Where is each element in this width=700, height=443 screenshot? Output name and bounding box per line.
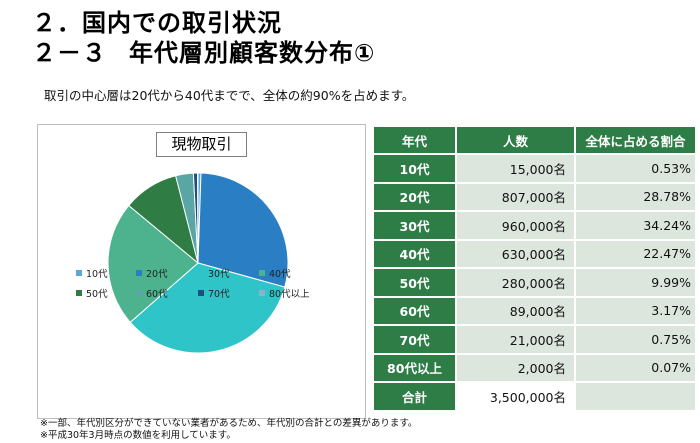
percentage-cell: 28.78% (576, 183, 695, 210)
age-cell: 10代 (374, 155, 455, 182)
percentage-cell: 0.07% (576, 354, 695, 381)
pie-chart-panel: 現物取引 10代 20代 30代 40代 50代 60代 70代 80代以上 (37, 124, 366, 419)
count-cell: 89,000名 (457, 297, 574, 324)
legend-item: 30代 (198, 266, 230, 280)
percentage-cell: 34.24% (576, 212, 695, 239)
age-cell: 60代 (374, 297, 455, 324)
pie-slice-4 (107, 204, 199, 324)
count-cell: 807,000名 (457, 183, 574, 210)
legend-item: 10代 (76, 266, 108, 280)
footnotes: ※一部、年代別区分ができていない業者があるため、年代別の合計との差異があります。… (40, 418, 417, 441)
legend-swatch (259, 290, 265, 296)
age-distribution-table: 年代 人数 全体に占める割合 10代 15,000名 0.53% 20代 807,000… (372, 125, 697, 412)
legend-item: 50代 (76, 286, 108, 300)
table-row: 50代 280,000名 9.99% (374, 269, 695, 296)
section-title: ２－３ 年代層別顧客数分布① (32, 33, 375, 68)
count-cell: 2,000名 (457, 354, 574, 381)
header-count: 人数 (457, 127, 574, 153)
page-title: ２．国内での取引状況 (32, 9, 282, 37)
legend-label: 70代 (208, 289, 230, 300)
pie-chart (107, 172, 289, 354)
legend-label: 50代 (86, 289, 108, 300)
table-row: 40代 630,000名 22.47% (374, 240, 695, 267)
percentage-cell: 3.17% (576, 297, 695, 324)
total-row: 合計 3,500,000名 (374, 383, 695, 410)
percentage-cell: 9.99% (576, 269, 695, 296)
header-percentage: 全体に占める割合 (576, 127, 695, 153)
summary-text: 取引の中心層は20代から40代までで、全体の約90%を占めます。 (44, 88, 415, 103)
footnote: ※一部、年代別区分ができていない業者があるため、年代別の合計との差異があります。 (40, 418, 418, 429)
section-title-text: 年代層別顧客数分布① (129, 39, 376, 67)
total-label: 合計 (374, 383, 455, 410)
count-cell: 21,000名 (457, 326, 574, 353)
table-header-row: 年代 人数 全体に占める割合 (374, 127, 695, 153)
legend-label: 30代 (208, 269, 230, 280)
count-cell: 630,000名 (457, 240, 574, 267)
percentage-cell: 22.47% (576, 240, 695, 267)
chart-title: 現物取引 (156, 132, 247, 157)
table-row: 80代以上 2,000名 0.07% (374, 354, 695, 381)
age-cell: 80代以上 (374, 354, 455, 381)
age-cell: 30代 (374, 212, 455, 239)
pie-slice-2 (197, 172, 289, 288)
age-cell: 40代 (374, 240, 455, 267)
table-row: 60代 89,000名 3.17% (374, 297, 695, 324)
count-cell: 280,000名 (457, 269, 574, 296)
legend-label: 80代以上 (269, 289, 310, 300)
total-percentage (576, 383, 695, 410)
legend-label: 10代 (86, 269, 108, 280)
legend-item: 40代 (259, 266, 291, 280)
table-row: 30代 960,000名 34.24% (374, 212, 695, 239)
footnote: ※平成30年3月時点の数値を利用しています。 (40, 429, 236, 441)
section-number: ２－３ (32, 39, 107, 67)
legend-swatch (76, 290, 82, 296)
legend-swatch (136, 290, 142, 296)
legend-swatch (198, 290, 204, 296)
table-row: 20代 807,000名 28.78% (374, 183, 695, 210)
pie-slice-3 (129, 262, 286, 354)
percentage-cell: 0.75% (576, 326, 695, 353)
legend-swatch (76, 270, 82, 276)
header-age: 年代 (374, 127, 455, 153)
age-cell: 20代 (374, 183, 455, 210)
age-cell: 70代 (374, 326, 455, 353)
legend-item: 60代 (136, 286, 168, 300)
legend-swatch (198, 270, 204, 276)
legend-swatch (136, 270, 142, 276)
total-count: 3,500,000名 (457, 383, 574, 410)
age-cell: 50代 (374, 269, 455, 296)
legend-item: 20代 (136, 266, 168, 280)
count-cell: 15,000名 (457, 155, 574, 182)
table-row: 10代 15,000名 0.53% (374, 155, 695, 182)
legend-label: 20代 (146, 269, 168, 280)
table-row: 70代 21,000名 0.75% (374, 326, 695, 353)
legend-item: 80代以上 (259, 286, 310, 300)
count-cell: 960,000名 (457, 212, 574, 239)
legend-label: 40代 (269, 269, 291, 280)
percentage-cell: 0.53% (576, 155, 695, 182)
legend-swatch (259, 270, 265, 276)
legend-item: 70代 (198, 286, 230, 300)
legend-label: 60代 (146, 289, 168, 300)
